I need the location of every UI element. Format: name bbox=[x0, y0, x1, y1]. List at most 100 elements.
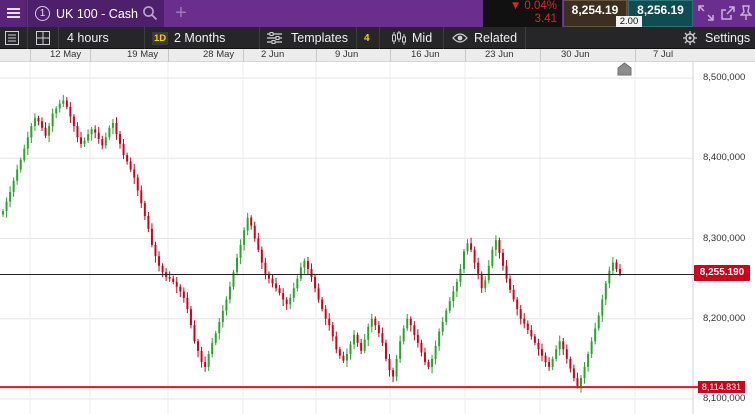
candle-body bbox=[416, 334, 419, 343]
candle-body bbox=[122, 143, 125, 156]
buy-button[interactable]: 8,256.19 bbox=[628, 0, 693, 27]
date-label: 16 Jun bbox=[411, 49, 440, 60]
search-icon[interactable] bbox=[142, 5, 158, 21]
candle-body bbox=[264, 262, 267, 274]
indicator-count: 4 bbox=[364, 32, 370, 44]
date-label: 7 Jul bbox=[653, 49, 674, 60]
candle-body bbox=[608, 270, 611, 284]
candle-body bbox=[44, 127, 47, 136]
candle-body bbox=[236, 257, 239, 273]
candle-body bbox=[243, 230, 246, 245]
pin-icon[interactable] bbox=[740, 5, 752, 21]
candle-body bbox=[462, 251, 465, 269]
candle-body bbox=[579, 378, 582, 387]
candle-body bbox=[427, 362, 430, 367]
candle-body bbox=[487, 265, 490, 281]
candle-body bbox=[452, 291, 455, 302]
indicator-count-wrap[interactable]: 4 bbox=[364, 27, 370, 49]
candle-body bbox=[562, 341, 565, 350]
add-tab-button[interactable]: + bbox=[175, 2, 187, 24]
candle-body bbox=[126, 155, 129, 162]
eye-icon bbox=[452, 33, 468, 43]
candle-body bbox=[12, 180, 15, 192]
candle-body bbox=[250, 217, 253, 226]
candle-body bbox=[94, 129, 97, 133]
candle-body bbox=[133, 169, 136, 178]
candle-body bbox=[594, 328, 597, 342]
candle-body bbox=[434, 346, 437, 359]
instrument-title[interactable]: UK 100 - Cash bbox=[56, 6, 138, 21]
related-button[interactable]: Related bbox=[474, 31, 518, 45]
candle-body bbox=[58, 103, 61, 109]
candle-body bbox=[384, 342, 387, 359]
price-chart[interactable] bbox=[0, 62, 755, 414]
candle-body bbox=[537, 342, 540, 350]
date-label: 2 Jun bbox=[261, 49, 285, 60]
candle-body bbox=[267, 273, 270, 279]
price-axis-label: 8,300,000 bbox=[703, 233, 746, 244]
candle-body bbox=[363, 339, 366, 351]
date-label: 28 May bbox=[203, 49, 235, 60]
candle-body bbox=[271, 278, 274, 284]
candle-body bbox=[5, 201, 8, 212]
candle-body bbox=[615, 262, 618, 269]
date-label: 19 May bbox=[127, 49, 159, 60]
candle-body bbox=[317, 288, 320, 300]
candle-body bbox=[409, 318, 412, 326]
templates-button[interactable]: Templates bbox=[291, 31, 348, 45]
alert-level-tag[interactable]: 8,114.831 bbox=[698, 381, 745, 393]
candle-body bbox=[590, 341, 593, 355]
candle-body bbox=[182, 291, 185, 298]
candle-body bbox=[583, 366, 586, 379]
gear-icon bbox=[683, 31, 697, 45]
price-type-dropdown[interactable]: Mid bbox=[412, 31, 433, 45]
candle-body bbox=[193, 325, 196, 342]
candle-body bbox=[420, 342, 423, 353]
expand-icon[interactable] bbox=[697, 4, 715, 22]
candle-body bbox=[189, 309, 192, 326]
candle-body bbox=[619, 268, 621, 274]
scroll-to-end-icon[interactable] bbox=[617, 62, 632, 76]
candle-body bbox=[175, 281, 178, 287]
buy-price: 8,256.19 bbox=[637, 3, 684, 17]
candle-body bbox=[601, 299, 604, 316]
candle-body bbox=[306, 260, 309, 269]
settings-button[interactable]: Settings bbox=[705, 31, 751, 45]
candle-body bbox=[275, 283, 278, 289]
popout-icon[interactable] bbox=[720, 4, 736, 22]
candle-body bbox=[356, 334, 359, 343]
candle-body bbox=[218, 321, 221, 334]
candle-body bbox=[186, 297, 189, 310]
candle-body bbox=[211, 342, 214, 355]
candle-body bbox=[576, 378, 579, 387]
candle-body bbox=[2, 211, 4, 215]
change-percent: ▼ 0.04% bbox=[509, 0, 557, 12]
list-icon[interactable] bbox=[5, 31, 19, 45]
sell-button[interactable]: 8,254.19 bbox=[563, 0, 627, 27]
candle-body bbox=[161, 265, 164, 273]
instrument-tab[interactable]: 1 UK 100 - Cash bbox=[28, 0, 164, 27]
date-label: 30 Jun bbox=[561, 49, 590, 60]
candle-body bbox=[345, 354, 348, 361]
candle-body bbox=[611, 262, 614, 271]
candle-body bbox=[232, 272, 235, 287]
candle-body bbox=[519, 309, 522, 319]
candle-body bbox=[225, 299, 228, 311]
date-label: 9 Jun bbox=[335, 49, 359, 60]
candle-body bbox=[260, 249, 263, 263]
range-dropdown[interactable]: 2 Months bbox=[174, 31, 226, 45]
candle-body bbox=[26, 137, 29, 149]
layout-grid-icon[interactable] bbox=[36, 31, 50, 45]
range-badge: 1D bbox=[152, 31, 169, 45]
candle-body bbox=[491, 249, 494, 266]
candle-body bbox=[381, 333, 384, 343]
interval-dropdown[interactable]: 4 hours bbox=[67, 31, 109, 45]
candle-body bbox=[455, 281, 458, 292]
candle-body bbox=[140, 190, 143, 204]
menu-icon[interactable] bbox=[0, 0, 27, 27]
candle-body bbox=[55, 108, 58, 114]
candle-body bbox=[19, 159, 22, 170]
candle-body bbox=[540, 349, 543, 356]
candle-body bbox=[335, 336, 338, 350]
range-badge-wrap[interactable]: 1D bbox=[152, 27, 169, 49]
